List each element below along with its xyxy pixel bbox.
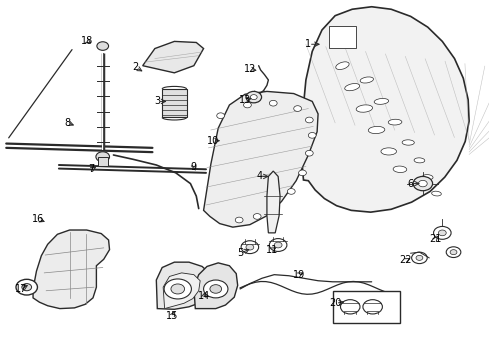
Circle shape <box>413 176 433 191</box>
Text: 5: 5 <box>237 248 243 258</box>
Text: 17: 17 <box>15 284 27 294</box>
Circle shape <box>341 300 360 314</box>
Circle shape <box>305 150 313 156</box>
Circle shape <box>294 106 301 111</box>
Text: 16: 16 <box>32 214 44 224</box>
Bar <box>333 291 400 323</box>
Circle shape <box>450 249 457 255</box>
Ellipse shape <box>368 126 385 134</box>
Polygon shape <box>163 273 200 309</box>
Circle shape <box>16 279 37 295</box>
Bar <box>162 89 187 117</box>
Circle shape <box>96 152 110 162</box>
Ellipse shape <box>381 148 396 155</box>
Text: 6: 6 <box>408 179 414 189</box>
Text: 8: 8 <box>64 118 70 128</box>
Circle shape <box>246 244 254 250</box>
Circle shape <box>270 204 278 210</box>
Circle shape <box>203 280 228 298</box>
Circle shape <box>210 285 221 293</box>
Circle shape <box>171 284 185 294</box>
Circle shape <box>434 226 451 239</box>
Ellipse shape <box>393 166 407 172</box>
Ellipse shape <box>432 191 441 196</box>
Circle shape <box>298 170 306 176</box>
Circle shape <box>418 180 427 187</box>
Ellipse shape <box>388 119 402 125</box>
Text: 7: 7 <box>88 164 95 174</box>
Circle shape <box>363 300 382 314</box>
Text: 12: 12 <box>244 64 256 74</box>
Circle shape <box>164 279 192 299</box>
Circle shape <box>446 247 461 257</box>
Ellipse shape <box>344 84 360 91</box>
Ellipse shape <box>422 175 433 180</box>
Circle shape <box>253 213 261 219</box>
Ellipse shape <box>414 158 425 163</box>
Circle shape <box>416 255 423 260</box>
Polygon shape <box>156 262 211 309</box>
Polygon shape <box>301 7 469 212</box>
Circle shape <box>241 241 259 253</box>
Circle shape <box>308 132 316 138</box>
Ellipse shape <box>374 99 389 104</box>
Text: 21: 21 <box>429 234 441 244</box>
Circle shape <box>217 113 224 118</box>
Text: 22: 22 <box>399 255 412 265</box>
Bar <box>329 26 356 48</box>
Circle shape <box>270 239 287 251</box>
Ellipse shape <box>360 77 373 83</box>
Circle shape <box>97 42 109 50</box>
Text: 10: 10 <box>207 136 220 146</box>
Polygon shape <box>33 230 110 309</box>
Circle shape <box>246 91 262 103</box>
Ellipse shape <box>336 62 349 69</box>
Bar <box>98 157 108 166</box>
Polygon shape <box>194 263 238 309</box>
Circle shape <box>305 117 313 123</box>
Circle shape <box>244 102 251 108</box>
Text: 15: 15 <box>166 311 178 321</box>
Polygon shape <box>267 171 280 233</box>
Circle shape <box>270 100 277 106</box>
Text: 2: 2 <box>132 63 139 72</box>
Text: 4: 4 <box>257 171 263 181</box>
Text: 20: 20 <box>329 298 342 308</box>
Text: 3: 3 <box>154 96 160 107</box>
Ellipse shape <box>356 105 372 112</box>
Circle shape <box>22 284 31 291</box>
Text: 14: 14 <box>197 291 210 301</box>
Polygon shape <box>143 41 203 73</box>
Text: 18: 18 <box>80 36 93 46</box>
Circle shape <box>288 189 295 194</box>
Circle shape <box>235 217 243 223</box>
Text: 1: 1 <box>305 39 312 49</box>
Ellipse shape <box>402 140 415 145</box>
Circle shape <box>412 252 427 264</box>
Circle shape <box>439 230 446 236</box>
Text: 11: 11 <box>266 245 278 255</box>
Text: 9: 9 <box>191 162 197 172</box>
Circle shape <box>250 95 257 100</box>
Text: 13: 13 <box>239 95 251 105</box>
Polygon shape <box>203 91 318 227</box>
Text: 19: 19 <box>293 270 305 280</box>
Circle shape <box>274 242 282 248</box>
